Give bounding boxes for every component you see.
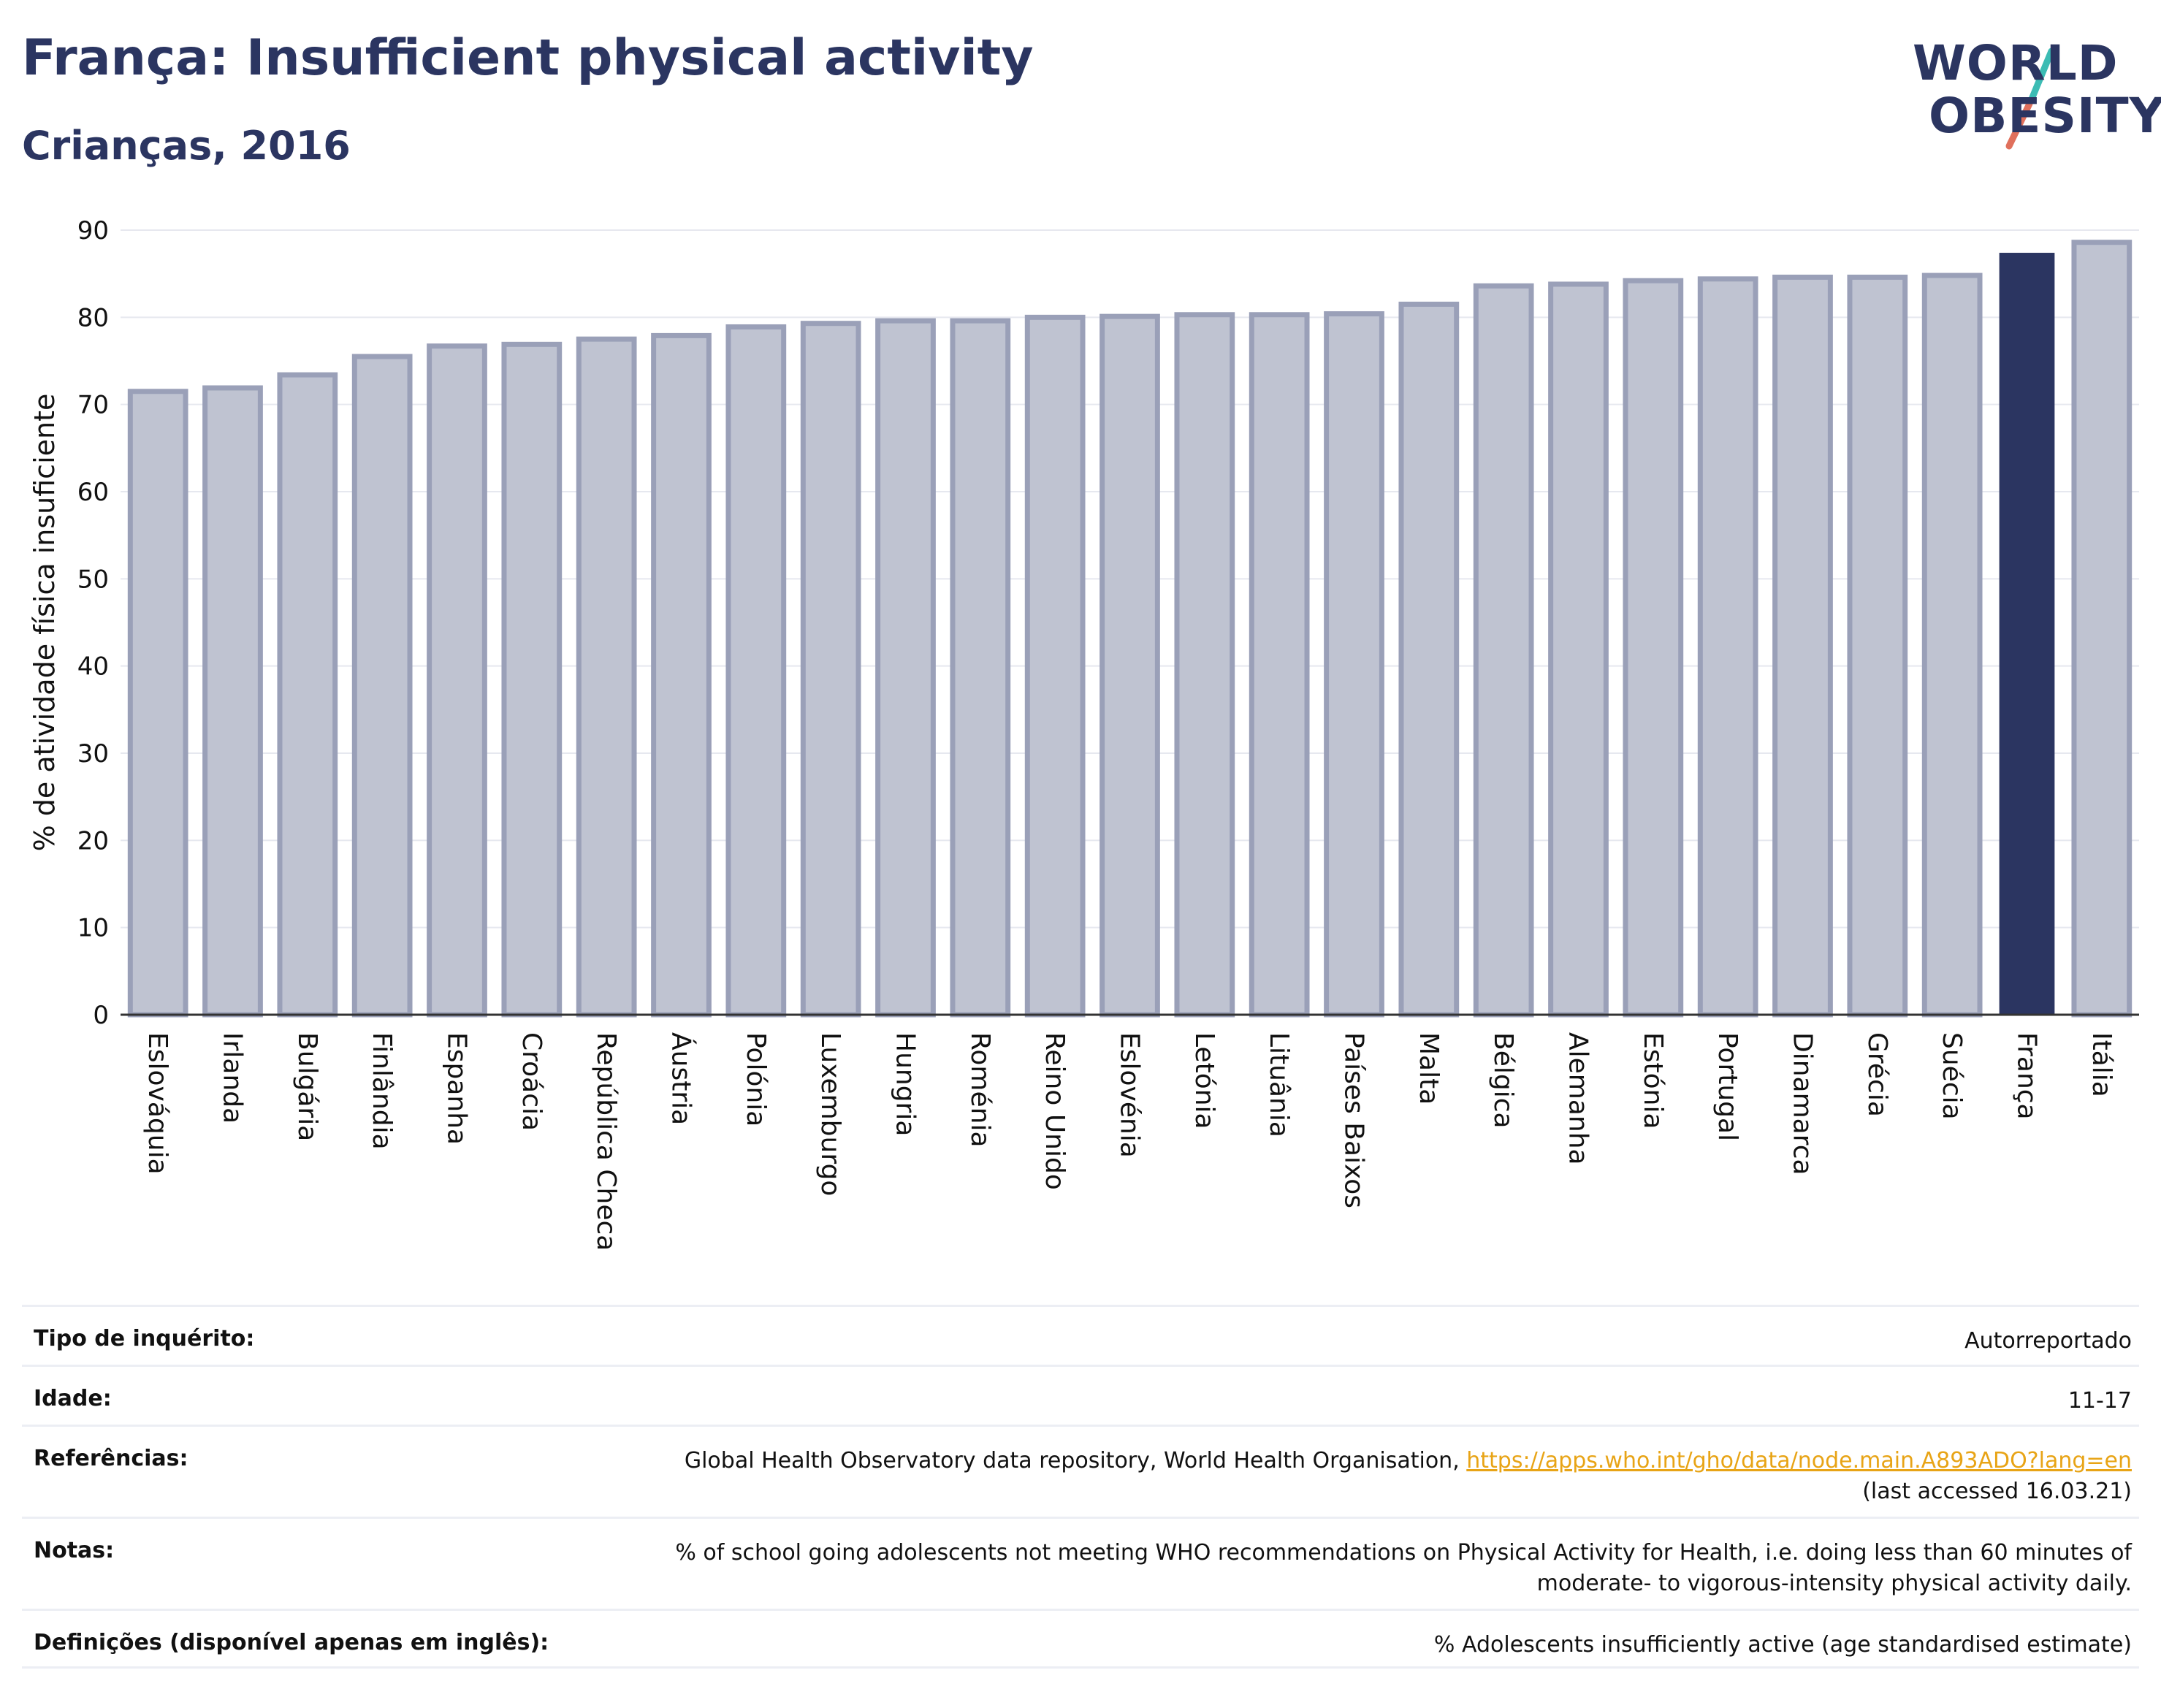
- bar: [651, 332, 712, 1018]
- info-value-references: Global Health Observatory data repositor…: [685, 1446, 2132, 1507]
- bar: [127, 389, 188, 1018]
- x-tick-label: Croácia: [517, 1032, 546, 1131]
- bar: [2071, 240, 2133, 1018]
- bar: [351, 354, 413, 1018]
- info-value-notes: % of school going adolescents not meetin…: [675, 1538, 2132, 1599]
- y-tick-label: 90: [77, 216, 109, 245]
- bar: [875, 318, 936, 1018]
- bar: [1174, 312, 1235, 1018]
- bar: [1324, 311, 1384, 1018]
- info-label: Definições (disponível apenas em inglês)…: [34, 1630, 549, 1655]
- x-tick-label: Estónia: [1638, 1032, 1668, 1129]
- x-tick-label: Bélgica: [1488, 1032, 1518, 1129]
- logo-text-line1: WORLD: [1913, 35, 2119, 91]
- x-tick-label: República Checa: [591, 1032, 621, 1251]
- info-value: Autorreportado: [1964, 1328, 2132, 1354]
- x-tick-label: Áustria: [666, 1032, 697, 1125]
- x-tick-label: Eslováquia: [142, 1032, 172, 1175]
- bar: [1249, 312, 1310, 1018]
- page-title: França: Insufficient physical activity: [22, 29, 1034, 87]
- info-value: % Adolescents insufficiently active (age…: [1433, 1632, 2132, 1658]
- x-tick-label: Eslovénia: [1115, 1032, 1145, 1158]
- info-row-definitions: Definições (disponível apenas em inglês)…: [22, 1609, 2139, 1669]
- x-tick-label: Suécia: [1937, 1032, 1967, 1120]
- bar: [1999, 253, 2055, 1015]
- info-row-references: Referências: Global Health Observatory d…: [22, 1425, 2139, 1517]
- x-tick-label: Grécia: [1862, 1032, 1892, 1117]
- notes-line1: % of school going adolescents not meetin…: [675, 1540, 2132, 1566]
- x-tick-label: Letónia: [1189, 1032, 1219, 1129]
- bar: [1398, 301, 1460, 1018]
- y-tick-label: 70: [77, 391, 109, 420]
- x-tick-label: França: [2012, 1032, 2042, 1120]
- x-tick-label: Alemanha: [1563, 1032, 1593, 1165]
- bar-chart: 0 10 20 30 40 50 60 70 80 90 % de atividade física…: [28, 216, 2139, 1251]
- bar: [1473, 283, 1534, 1018]
- x-tick-label: Espanha: [442, 1032, 472, 1145]
- x-tick-label: Dinamarca: [1788, 1032, 1818, 1175]
- info-label: Notas:: [34, 1538, 115, 1563]
- bar: [501, 341, 563, 1018]
- x-tick-label: Malta: [1414, 1032, 1444, 1105]
- x-tick-label: Hungria: [891, 1032, 921, 1136]
- y-tick-label: 10: [77, 914, 109, 943]
- x-tick-label: Polónia: [741, 1032, 771, 1126]
- info-label: Referências:: [34, 1446, 188, 1471]
- reference-accessed: (last accessed 16.03.21): [1862, 1479, 2132, 1504]
- x-tick-label: Portugal: [1712, 1032, 1742, 1141]
- info-label: Tipo de inquérito:: [34, 1326, 255, 1351]
- bar: [1099, 313, 1160, 1018]
- bar: [1921, 272, 1983, 1018]
- y-tick-label: 80: [77, 303, 109, 332]
- info-label: Idade:: [34, 1386, 112, 1411]
- x-tick-label: Luxemburgo: [815, 1032, 845, 1196]
- y-tick-label: 30: [77, 739, 109, 769]
- bar: [427, 343, 487, 1018]
- x-tick-label: Lituânia: [1264, 1032, 1294, 1137]
- info-value: 11-17: [2067, 1388, 2132, 1414]
- bar: [576, 336, 637, 1018]
- bar: [1772, 274, 1833, 1018]
- y-tick-label: 0: [93, 1001, 109, 1030]
- y-tick-label: 60: [77, 478, 109, 507]
- bar: [1847, 274, 1908, 1018]
- x-tick-label: Países Baixos: [1339, 1032, 1369, 1208]
- y-tick-label: 50: [77, 565, 109, 594]
- x-tick-label: Bulgária: [292, 1032, 322, 1141]
- bar: [1623, 278, 1684, 1018]
- bar: [725, 324, 787, 1018]
- bar: [950, 318, 1011, 1018]
- x-tick-label: Itália: [2086, 1032, 2116, 1097]
- y-axis-label: % de atividade física insuficiente: [28, 394, 61, 852]
- bar: [202, 385, 263, 1018]
- y-tick-label: 20: [77, 826, 109, 855]
- logo-slash-icon: [2005, 47, 2055, 150]
- info-row-age: Idade: 11-17: [22, 1365, 2139, 1425]
- info-row-notes: Notas: % of school going adolescents not…: [22, 1517, 2139, 1609]
- bar: [1697, 276, 1758, 1018]
- notes-line2: moderate- to vigorous-intensity physical…: [1536, 1571, 2132, 1596]
- page-subtitle: Crianças, 2016: [22, 123, 351, 169]
- x-tick-label: Roménia: [965, 1032, 995, 1148]
- bar: [1024, 314, 1086, 1018]
- x-tick-label: Irlanda: [218, 1032, 248, 1124]
- logo-text-line2: OBESITY: [1929, 88, 2161, 144]
- world-obesity-logo[interactable]: WORLD OBESITY: [1899, 22, 2161, 153]
- reference-text: Global Health Observatory data repositor…: [684, 1448, 1467, 1473]
- x-tick-label: Reino Unido: [1040, 1032, 1070, 1190]
- info-table: Tipo de inquérito: Autorreportado Idade:…: [22, 1305, 2139, 1669]
- bar: [800, 321, 861, 1018]
- x-tick-label: Finlândia: [367, 1032, 397, 1150]
- bar: [277, 372, 338, 1018]
- y-tick-label: 40: [77, 652, 109, 682]
- info-row-survey: Tipo de inquérito: Autorreportado: [22, 1305, 2139, 1365]
- bar: [1548, 281, 1609, 1018]
- reference-link[interactable]: https://apps.who.int/gho/data/node.main.…: [1466, 1448, 2132, 1473]
